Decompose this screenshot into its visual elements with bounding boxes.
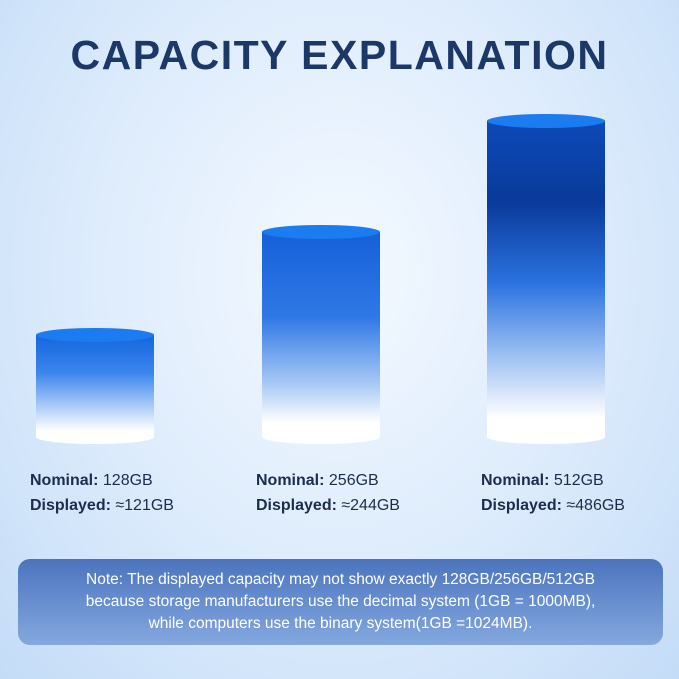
cylinder-128gb [36, 328, 154, 444]
cylinder-256gb [262, 225, 380, 444]
cylinder-512gb [487, 114, 605, 444]
note-box: Note: The displayed capacity may not sho… [18, 559, 663, 645]
capacity-label-256: Nominal: 256GB Displayed: ≈244GB [256, 472, 400, 514]
page-title: CAPACITY EXPLANATION [70, 32, 609, 78]
capacity-label-512: Nominal: 512GB Displayed: ≈486GB [481, 472, 625, 514]
capacity-label-128: Nominal: 128GB Displayed: ≈121GB [30, 472, 174, 514]
